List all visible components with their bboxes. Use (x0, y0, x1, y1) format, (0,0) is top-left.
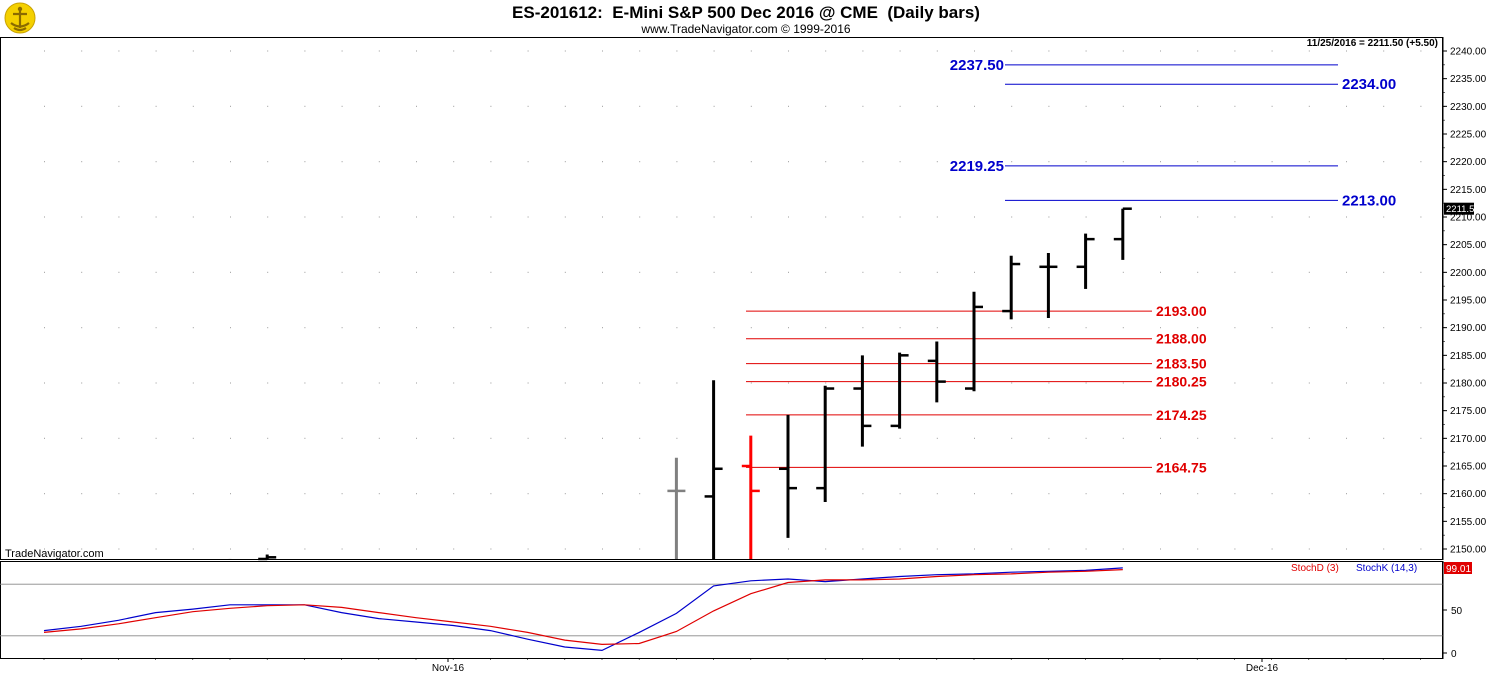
stochk-label: StochK (14,3) (1356, 563, 1417, 574)
time-axis: Nov-16 Dec-16 (43, 658, 1421, 674)
price-tick-label: 2190.00 (1450, 323, 1487, 334)
ohlc-bar (741, 435, 760, 559)
price-tick-label: 2165.00 (1450, 462, 1487, 473)
red-level-label: 2193.00 (1156, 303, 1207, 319)
ohlc-bar (779, 414, 797, 538)
time-tick-label: Nov-16 (432, 663, 465, 674)
ohlc-bar (890, 352, 909, 429)
price-gridlines (44, 50, 1422, 550)
time-tick-label: Dec-16 (1246, 663, 1279, 674)
stochastic-lines (43, 567, 1123, 652)
price-tick-label: 2180.00 (1450, 379, 1487, 390)
indicator-tick-label: 50 (1451, 606, 1463, 617)
blue-level-label: 2213.00 (1342, 192, 1396, 209)
copyright-text: www.TradeNavigator.com © 1999-2016 (641, 22, 851, 36)
ohlc-bar (1039, 252, 1058, 318)
price-bars (228, 207, 1132, 561)
price-levels: 2237.50 2234.00 2219.25 2213.00 2193.00 2188.… (746, 57, 1396, 475)
blue-level-label: 2219.25 (950, 158, 1004, 175)
ohlc-bar (667, 457, 686, 559)
price-tick-label: 2170.00 (1450, 434, 1487, 445)
indicator-axis[interactable]: 0 50 (1442, 561, 1463, 660)
ohlc-bar (816, 385, 835, 502)
indicator-panel[interactable] (0, 561, 1443, 659)
price-tick-label: 2195.00 (1450, 296, 1487, 307)
price-tick-label: 2220.00 (1450, 157, 1487, 168)
stochk-line (43, 567, 1123, 652)
ohlc-bar (704, 380, 723, 559)
price-tick-label: 2240.00 (1450, 47, 1487, 58)
ohlc-bar (1002, 255, 1021, 320)
stochd-label: StochD (3) (1291, 563, 1339, 574)
price-tick-label: 2210.00 (1450, 213, 1487, 224)
red-level-label: 2174.25 (1156, 407, 1207, 423)
ohlc-bar (927, 341, 946, 403)
indicator-gridlines (0, 583, 1443, 637)
current-price-tag: 2211.50 (1444, 202, 1480, 215)
watermark-text: TradeNavigator.com (5, 548, 104, 560)
price-panel[interactable] (0, 37, 1443, 560)
price-tick-label: 2230.00 (1450, 102, 1487, 113)
tradenavigator-logo-icon (4, 2, 36, 34)
price-tick-label: 2215.00 (1450, 185, 1487, 196)
price-tick-label: 2205.00 (1450, 240, 1487, 251)
indicator-value-tag-text: 99.01 (1446, 564, 1471, 575)
ohlc-bar (1113, 207, 1132, 260)
price-tick-label: 2185.00 (1450, 351, 1487, 362)
price-axis[interactable]: 2150.00 2155.00 2160.00 2165.00 2170.00 2175.… (1443, 47, 1487, 564)
ohlc-bar (258, 554, 277, 561)
price-tick-label: 2155.00 (1450, 517, 1487, 528)
ohlc-bar (853, 355, 872, 447)
price-tick-label: 2235.00 (1450, 74, 1487, 85)
price-tick-label: 2225.00 (1450, 130, 1487, 141)
price-tick-label: 2150.00 (1450, 545, 1487, 556)
chart-header: ES-201612: E-Mini S&P 500 Dec 2016 @ CME… (0, 0, 1492, 37)
current-price-tag-text: 2211.50 (1446, 204, 1480, 215)
red-level-label: 2164.75 (1156, 459, 1207, 475)
ohlc-bar (1076, 233, 1095, 289)
indicator-tick-label: 0 (1451, 649, 1457, 660)
stochd-line (43, 569, 1123, 646)
blue-level-label: 2237.50 (950, 57, 1004, 74)
price-tick-label: 2200.00 (1450, 268, 1487, 279)
price-tick-label: 2160.00 (1450, 489, 1487, 500)
red-level-label: 2183.50 (1156, 356, 1207, 372)
indicator-value-tag: 99.01 (1444, 562, 1472, 575)
red-level-label: 2180.25 (1156, 374, 1207, 390)
red-level-label: 2188.00 (1156, 331, 1207, 347)
blue-level-label: 2234.00 (1342, 76, 1396, 93)
last-bar-info: 11/25/2016 = 2211.50 (+5.50) (1307, 38, 1438, 49)
ohlc-bar (965, 291, 983, 392)
price-tick-label: 2175.00 (1450, 406, 1487, 417)
chart-title: ES-201612: E-Mini S&P 500 Dec 2016 @ CME… (512, 3, 980, 22)
